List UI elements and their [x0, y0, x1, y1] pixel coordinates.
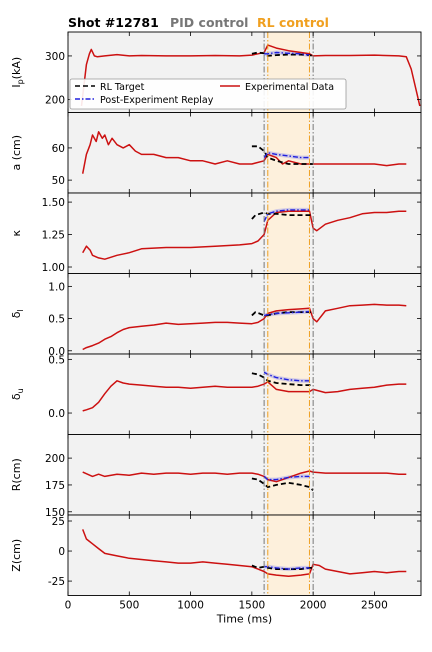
- x-tick-label: 500: [119, 600, 139, 612]
- x-axis-label: Time (ms): [216, 613, 272, 626]
- x-tick-label: 1500: [238, 600, 265, 612]
- y-tick-label: 175: [45, 480, 65, 492]
- rl-control-region: [268, 515, 310, 596]
- chart-panel: -25 0 25 Z(cm): [10, 515, 421, 596]
- y-tick-label: 25: [52, 516, 65, 528]
- y-tick-label: 0.5: [48, 354, 65, 366]
- y-axis-label: a (cm): [10, 135, 23, 171]
- y-tick-label: 0: [58, 546, 65, 558]
- y-tick-label: 60: [52, 143, 65, 155]
- y-axis-label: κ: [10, 229, 23, 236]
- x-tick-label: 2000: [300, 600, 327, 612]
- y-axis-label: δl: [10, 309, 25, 318]
- y-tick-label: 50: [52, 175, 65, 187]
- y-tick-label: 0.5: [48, 314, 65, 326]
- y-tick-label: 300: [45, 51, 65, 63]
- rl-control-region: [268, 354, 310, 435]
- legend-label: Post-Experiment Replay: [100, 95, 214, 106]
- y-axis-label: Z(cm): [10, 539, 23, 572]
- y-axis-label: δu: [10, 388, 25, 400]
- y-tick-label: 1.50: [42, 197, 65, 209]
- chart-panel: 0.00.51.0δl: [10, 274, 421, 358]
- chart-panel: 0.0 0.5 δu: [10, 354, 421, 435]
- y-tick-label: 200: [45, 94, 65, 106]
- legend-label: Experimental Data: [245, 82, 334, 93]
- y-tick-label: 200: [45, 453, 65, 465]
- rl-control-label: RL control: [257, 15, 329, 30]
- panel-background: [68, 274, 421, 355]
- x-tick-label: 2500: [361, 600, 388, 612]
- y-tick-label: -25: [48, 576, 65, 588]
- y-axis-label: Ip(kA): [10, 57, 25, 88]
- panel-background: [68, 113, 421, 194]
- y-axis-label: R(cm): [10, 458, 23, 491]
- panel-background: [68, 193, 421, 274]
- shot-label: Shot #12781: [68, 15, 159, 30]
- y-tick-label: 0.0: [48, 408, 65, 420]
- y-tick-label: 1.25: [42, 230, 65, 242]
- chart-panel: 1.00 1.25 1.50 κ: [10, 193, 421, 274]
- rl-control-region: [268, 193, 310, 274]
- legend-label: RL Target: [100, 82, 145, 93]
- x-tick-label: 1000: [177, 600, 204, 612]
- legend: RL Target Post-Experiment Replay Experimen…: [70, 79, 346, 109]
- panel-background: [68, 354, 421, 435]
- pid-control-label: PID control: [170, 15, 248, 30]
- x-tick-label: 0: [65, 600, 72, 612]
- y-tick-label: 1.00: [42, 262, 65, 274]
- chart-panel: 50 60 a (cm): [10, 113, 421, 194]
- y-tick-label: 1.0: [48, 281, 65, 293]
- panel-background: [68, 515, 421, 596]
